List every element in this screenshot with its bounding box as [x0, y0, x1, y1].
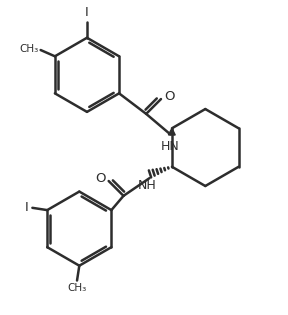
Text: O: O [95, 172, 105, 185]
Text: HN: HN [160, 140, 179, 152]
Text: I: I [25, 201, 29, 214]
Polygon shape [168, 128, 175, 135]
Text: CH₃: CH₃ [67, 284, 87, 293]
Text: I: I [85, 6, 89, 19]
Text: O: O [164, 90, 175, 103]
Text: CH₃: CH₃ [19, 44, 38, 54]
Text: NH: NH [138, 179, 157, 192]
